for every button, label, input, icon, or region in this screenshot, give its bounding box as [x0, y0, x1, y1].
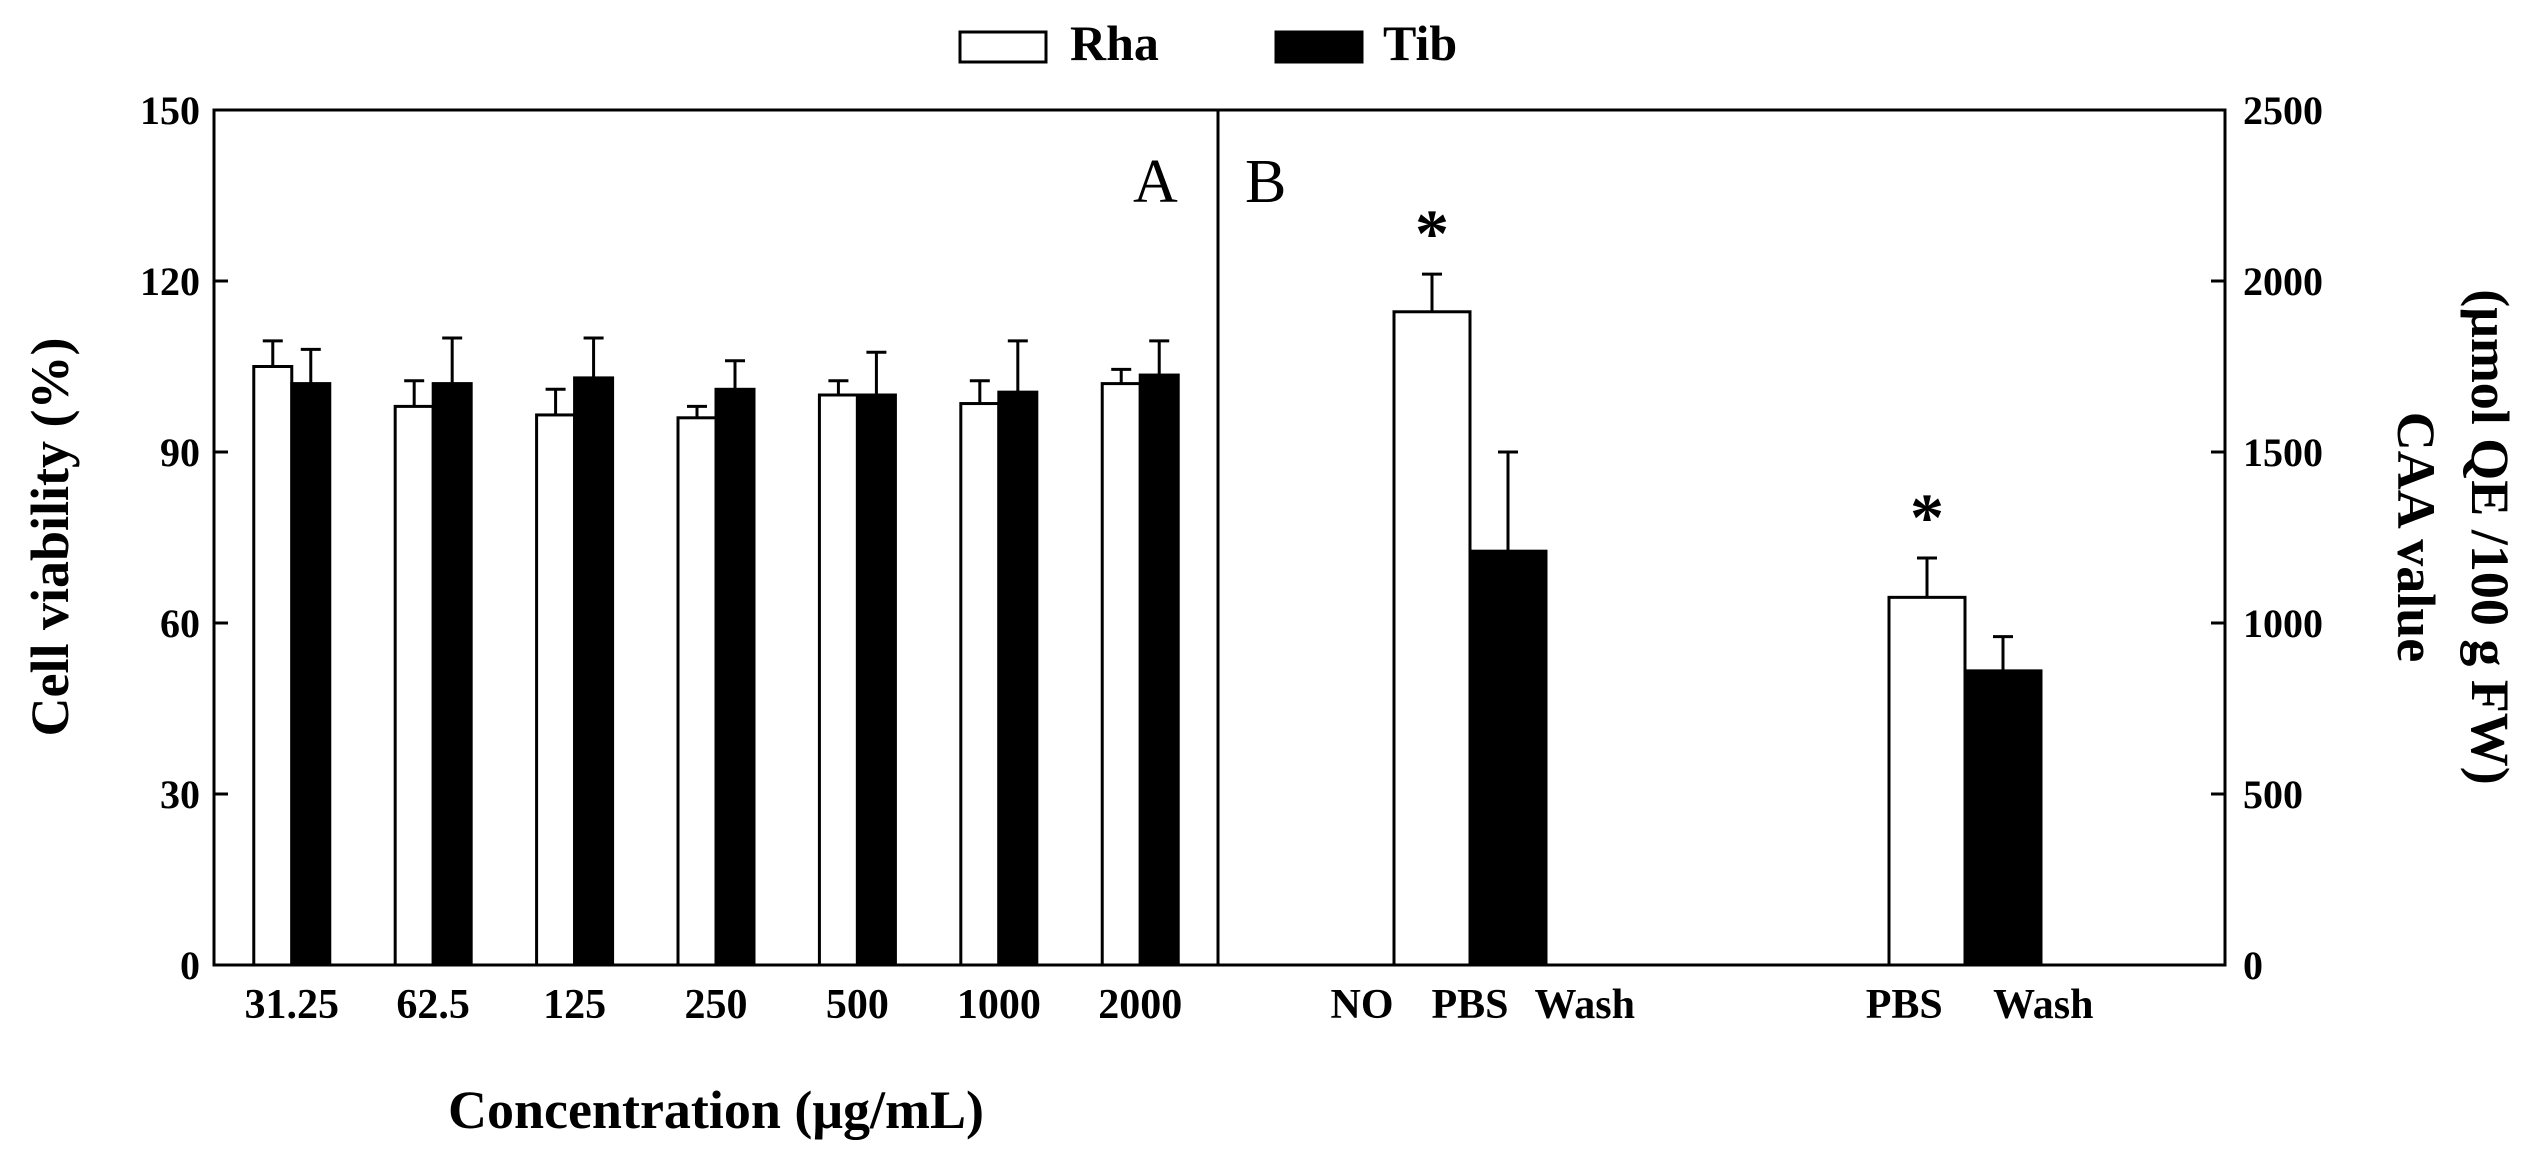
category-label: 125: [543, 982, 606, 1028]
x-axis-title-a: Concentration (μg/mL): [448, 1080, 984, 1140]
category-labels: 31.25 62.5 125 250 500 1000 2000 NO PBS Wash PBS Wa…: [245, 982, 2094, 1028]
y-axis-title-right-line2: (μmol QE /100 g FW): [2460, 289, 2520, 785]
y-axis-title-right-line1: CAA value: [2386, 412, 2446, 663]
bar-rha: [393, 404, 435, 967]
category-label: NO: [1331, 982, 1394, 1028]
category-label: PBS: [1431, 982, 1508, 1028]
y-tick-label-left: 30: [160, 772, 200, 817]
bar-rha: [817, 393, 859, 967]
y-tick-label-left: 90: [160, 430, 200, 475]
y-tick-label-right: 1500: [2243, 430, 2323, 475]
bar-tib: [431, 382, 473, 967]
bar-rha: [959, 402, 1001, 967]
significance-marker: *: [1910, 479, 1944, 555]
category-label: 62.5: [396, 982, 470, 1028]
y-tick-label-right: 2500: [2243, 88, 2323, 133]
category-label: 500: [826, 982, 889, 1028]
category-label: Wash: [1535, 982, 1635, 1028]
panel-label-a: A: [1133, 148, 1178, 216]
y-axis-right: 0 500 1000 1500 2000 2500: [2211, 88, 2323, 988]
panel-b-bars: **: [1392, 195, 2043, 967]
bar-rha: [676, 416, 718, 967]
bar-tib: [573, 376, 615, 967]
bar-tib: [714, 387, 756, 967]
bar-tib: [1963, 669, 2043, 967]
y-tick-label-right: 1000: [2243, 601, 2323, 646]
legend-label-tib: Tib: [1383, 15, 1457, 71]
y-tick-label-left: 0: [180, 943, 200, 988]
legend: Rha Tib: [958, 15, 1457, 71]
category-label: 1000: [957, 982, 1041, 1028]
legend-label-rha: Rha: [1070, 15, 1159, 71]
panel-a-bars: [252, 336, 1180, 967]
bar-tib: [855, 393, 897, 967]
y-axis-title-left: Cell viability (%): [20, 338, 80, 737]
bar-rha: [535, 413, 577, 967]
bar-tib: [290, 382, 332, 967]
y-tick-label-left: 120: [140, 259, 200, 304]
y-axis-left: 0 30 60 90 120 150: [140, 88, 228, 988]
category-label: Wash: [1993, 982, 2093, 1028]
y-tick-label-right: 500: [2243, 772, 2303, 817]
category-label: 250: [685, 982, 748, 1028]
y-tick-label-right: 0: [2243, 943, 2263, 988]
bar-tib: [1138, 373, 1180, 967]
category-label: PBS: [1866, 982, 1943, 1028]
bar-rha: [252, 365, 294, 967]
bar-rha: [1100, 382, 1142, 967]
bar-rha: [1887, 595, 1967, 967]
bar-tib: [1468, 549, 1548, 967]
y-tick-label-left: 60: [160, 601, 200, 646]
y-tick-label-right: 2000: [2243, 259, 2323, 304]
legend-swatch-tib: [1274, 30, 1364, 64]
y-tick-label-left: 150: [140, 88, 200, 133]
bar-tib: [997, 390, 1039, 967]
significance-marker: *: [1415, 195, 1449, 271]
category-label: 2000: [1098, 982, 1182, 1028]
category-label: 31.25: [245, 982, 340, 1028]
panel-label-b: B: [1245, 148, 1286, 216]
bar-rha: [1392, 310, 1472, 967]
legend-swatch-rha: [958, 30, 1048, 64]
